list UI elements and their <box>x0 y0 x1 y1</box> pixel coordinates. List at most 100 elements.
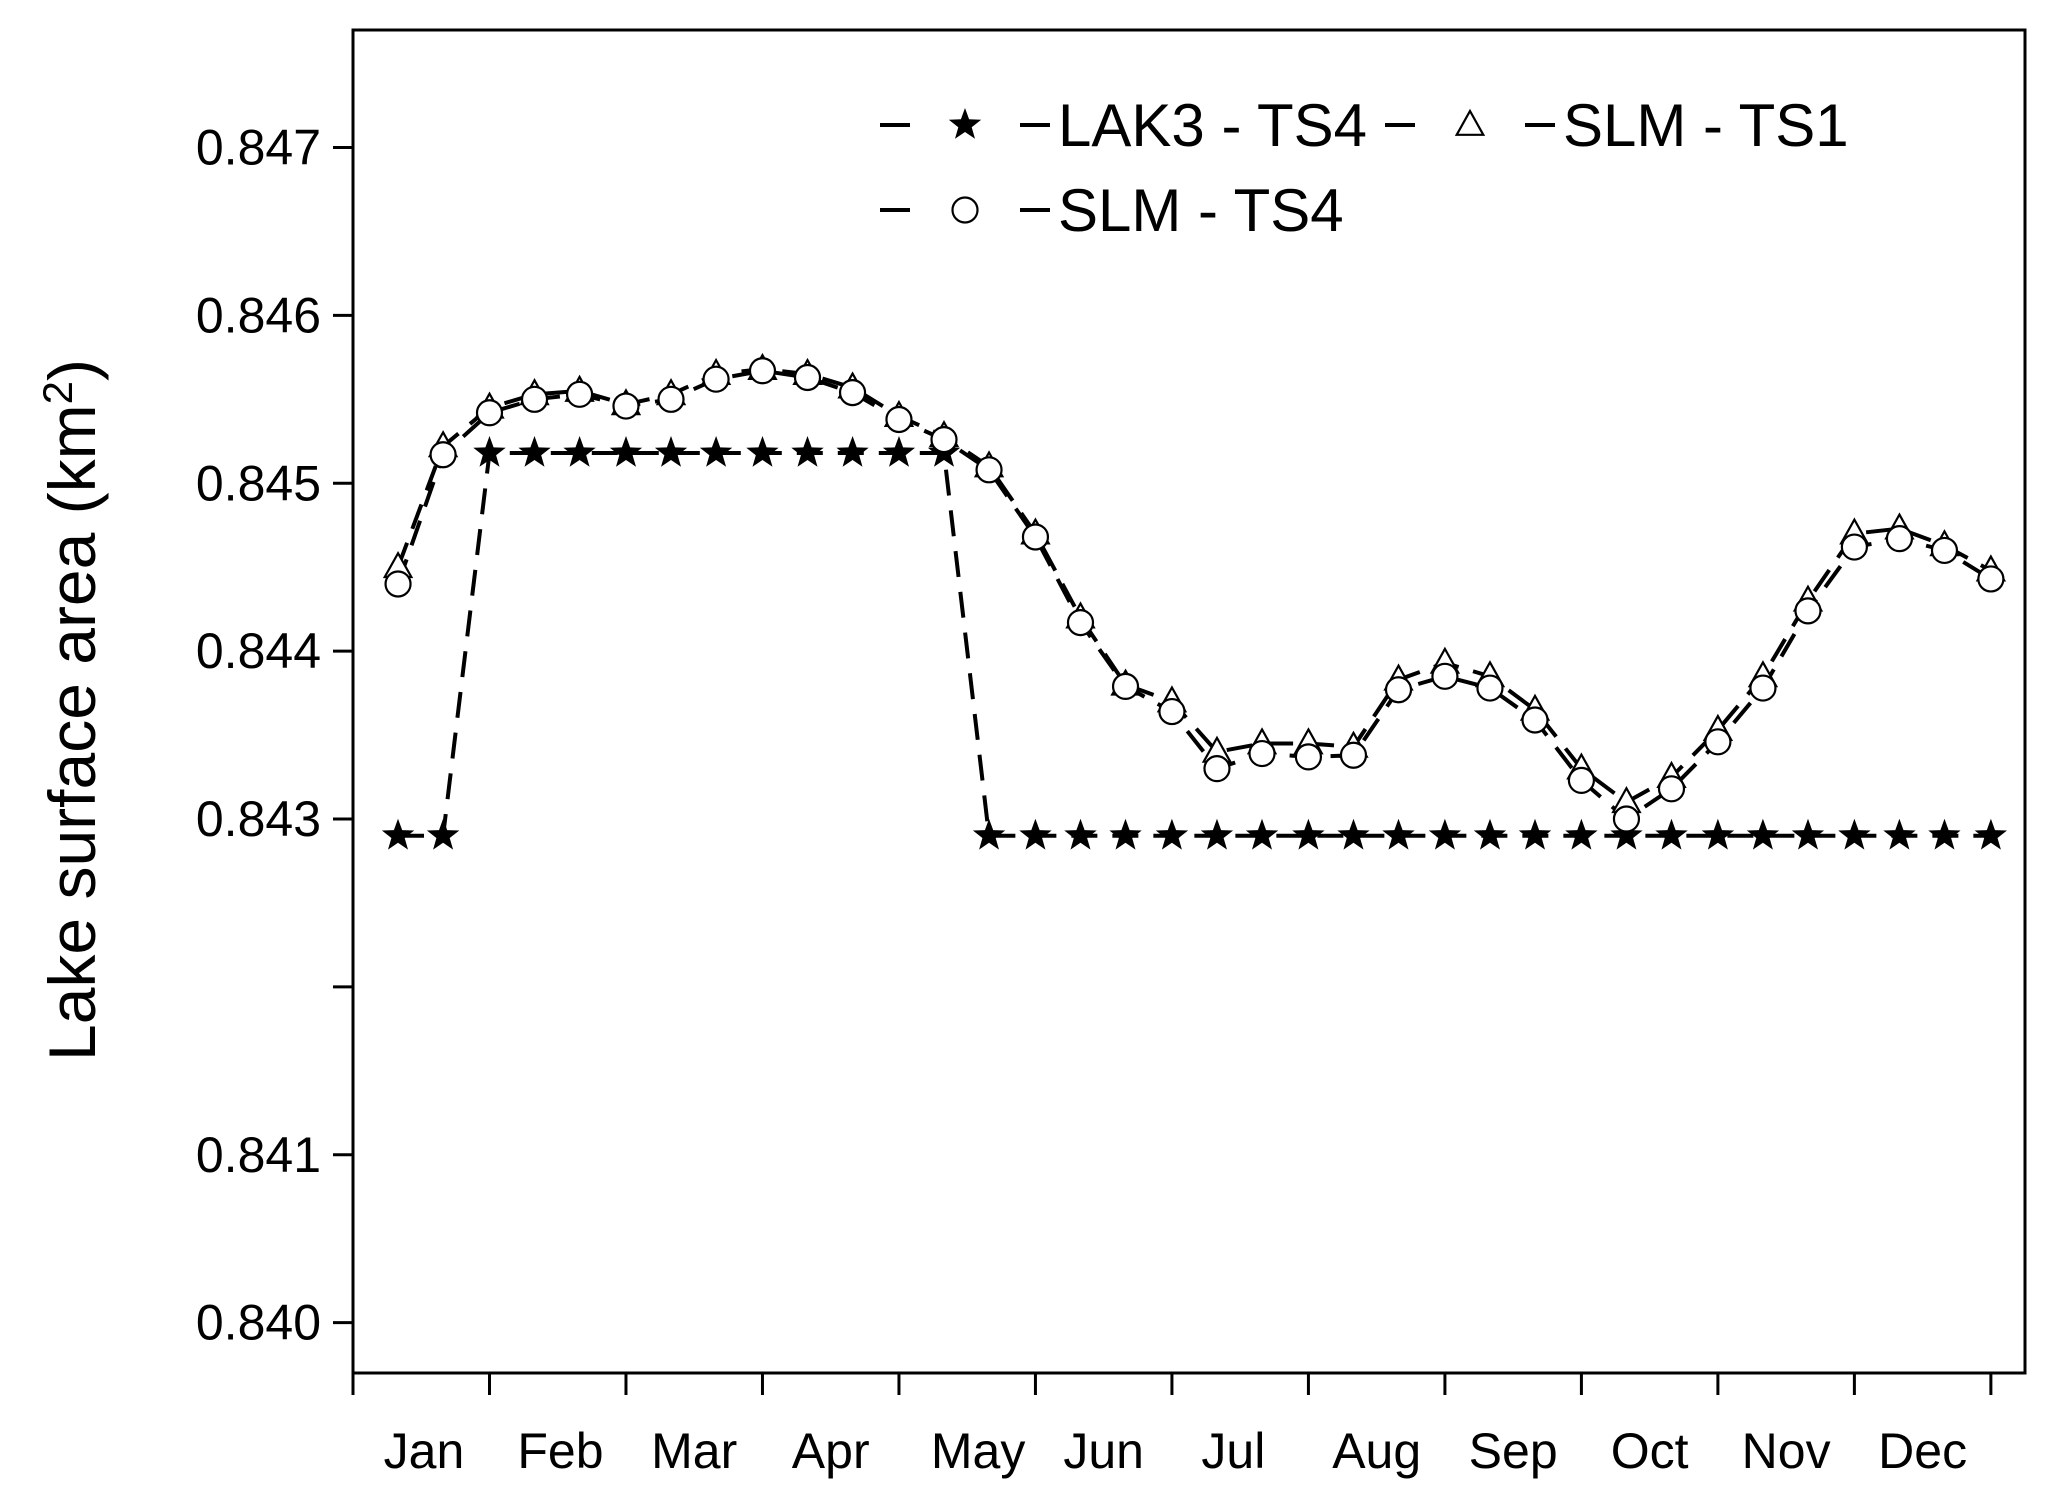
legend-entry: SLM - TS4 <box>880 177 1344 244</box>
x-tick-label: Jan <box>384 1423 465 1479</box>
circle-marker <box>1021 523 1050 551</box>
star-marker <box>1565 818 1598 850</box>
y-tick-label: 0.841 <box>196 1127 321 1183</box>
star-marker <box>972 818 1006 850</box>
y-tick-label: 0.845 <box>196 455 321 511</box>
series-star <box>398 451 1991 838</box>
star-marker <box>1019 818 1052 850</box>
star-marker <box>1473 818 1507 850</box>
star-marker <box>609 436 643 467</box>
x-tick-label: Sep <box>1469 1423 1558 1479</box>
circle-marker <box>1885 525 1914 553</box>
series-layer <box>381 352 2007 850</box>
star-marker <box>1928 818 1961 850</box>
circle-marker <box>1977 565 2005 593</box>
circle-marker <box>793 363 822 392</box>
y-tick-label: 0.843 <box>196 791 321 847</box>
star-marker <box>882 436 916 467</box>
circle-marker <box>1521 706 1549 734</box>
series-circle <box>396 368 1992 822</box>
circle-marker <box>975 456 1003 484</box>
x-tick-label: Feb <box>517 1423 603 1479</box>
circle-marker <box>475 399 504 427</box>
star-marker <box>746 436 779 467</box>
circle-marker <box>1248 739 1276 768</box>
star-marker <box>836 436 869 467</box>
star-marker <box>1838 818 1871 850</box>
star-marker <box>381 818 415 850</box>
star-marker <box>1701 818 1735 850</box>
x-tick-label: Nov <box>1742 1423 1831 1479</box>
triangle-marker <box>1454 108 1486 136</box>
series-triangle <box>396 367 1992 805</box>
y-axis-label: Lake surface area (km2) <box>34 359 110 1061</box>
y-axis: 0.840 0.841 0.843 0.844 0.845 0.846 0.847 <box>196 120 353 1351</box>
circle-marker <box>838 379 867 407</box>
star-marker <box>1155 818 1189 850</box>
star-marker <box>699 436 733 467</box>
circle-marker <box>1840 533 1868 561</box>
x-tick-label: Oct <box>1611 1423 1689 1479</box>
star-marker <box>1109 818 1142 850</box>
star-marker <box>654 436 688 467</box>
circle-marker <box>1704 728 1732 756</box>
legend: LAK3 - TS4 SLM - TS1 SLM - TS4 <box>880 92 1849 244</box>
legend-label: LAK3 - TS4 <box>1058 92 1367 159</box>
series-line <box>396 368 1992 822</box>
y-tick-label: 0.844 <box>196 623 321 679</box>
star-marker <box>1064 818 1097 850</box>
y-tick-label: 0.846 <box>196 287 321 343</box>
circle-marker <box>748 357 777 385</box>
circle-marker <box>1749 674 1777 702</box>
star-marker <box>1746 818 1780 850</box>
star-marker <box>791 436 824 467</box>
circle-marker <box>1339 741 1368 769</box>
star-marker <box>1883 818 1916 850</box>
star-marker <box>1382 818 1415 850</box>
plot-area-frame <box>351 28 2027 1375</box>
star-marker <box>1337 818 1370 850</box>
circle-marker <box>384 570 412 598</box>
y-tick-label: 0.840 <box>196 1295 321 1351</box>
circle-marker <box>1431 662 1459 690</box>
legend-label: SLM - TS1 <box>1563 92 1849 159</box>
star-marker <box>1518 818 1552 850</box>
star-marker <box>1974 818 2007 850</box>
circle-marker <box>612 392 640 420</box>
series-markers-star <box>381 436 2007 850</box>
star-marker <box>1200 818 1234 850</box>
circle-marker <box>1794 597 1822 625</box>
circle-marker <box>1384 676 1413 704</box>
circle-marker <box>520 385 549 413</box>
y-axis-label-superscript: 2 <box>34 381 81 404</box>
circle-marker <box>1158 697 1186 726</box>
star-marker <box>1292 818 1325 850</box>
star-marker <box>1245 818 1279 850</box>
x-tick-label: Aug <box>1332 1423 1421 1479</box>
x-tick-label: May <box>931 1423 1025 1479</box>
series-markers-triangle <box>382 352 2007 814</box>
series-markers-circle <box>384 357 2005 833</box>
star-marker <box>473 436 506 467</box>
circle-marker <box>1066 608 1095 637</box>
x-tick-label: Apr <box>792 1423 870 1479</box>
star-marker <box>1610 818 1643 850</box>
circle-marker <box>1657 775 1686 803</box>
star-marker <box>518 436 551 467</box>
series-line <box>398 451 1991 838</box>
circle-marker <box>429 441 457 469</box>
circle-marker <box>1294 743 1323 771</box>
series-line <box>396 367 1992 805</box>
circle-marker <box>930 426 958 454</box>
circle-marker <box>702 365 730 393</box>
legend-entry: SLM - TS1 <box>1385 92 1849 159</box>
x-tick-label: Dec <box>1878 1423 1967 1479</box>
star-marker <box>426 818 460 850</box>
star-marker <box>1655 818 1688 850</box>
circle-marker <box>1203 755 1231 783</box>
legend-entry: LAK3 - TS4 <box>880 92 1367 159</box>
y-tick-label: 0.847 <box>196 120 321 176</box>
x-tick-label: Jul <box>1201 1423 1265 1479</box>
y-axis-label-text: Lake surface area (km <box>35 404 109 1061</box>
